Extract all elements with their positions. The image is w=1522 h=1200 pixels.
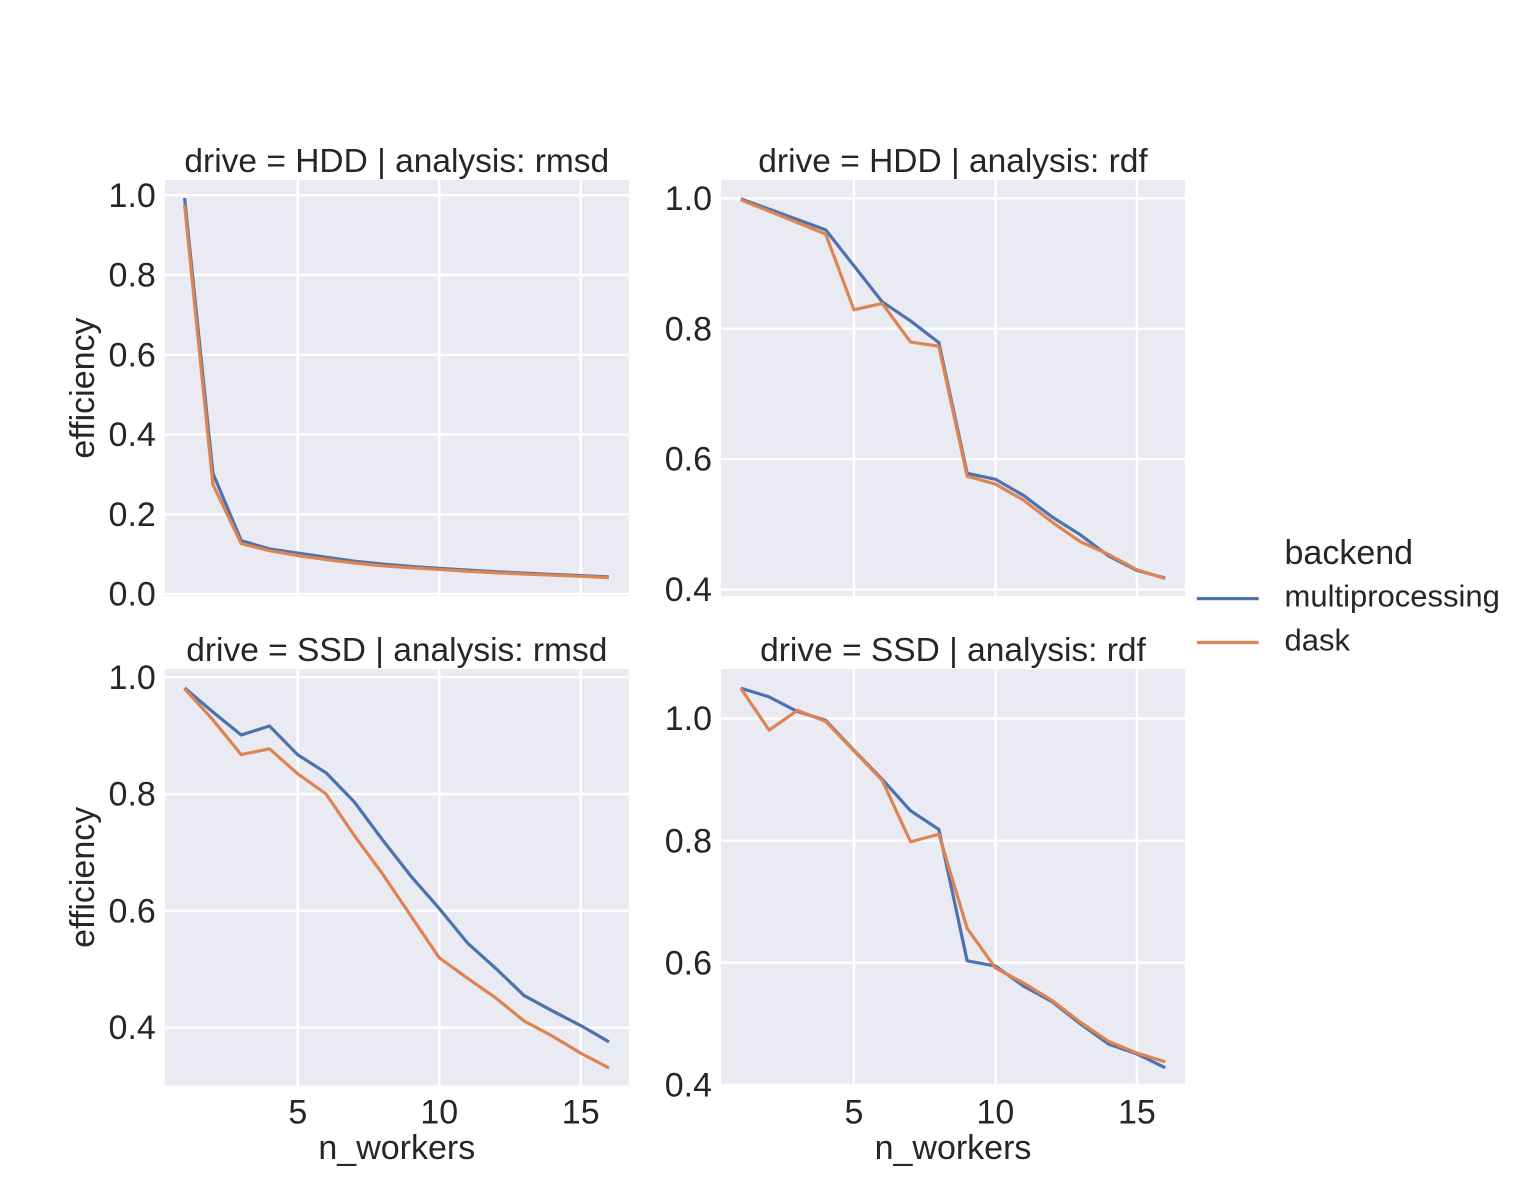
svg-text:15: 15: [1118, 1093, 1156, 1131]
svg-text:0.6: 0.6: [665, 441, 712, 479]
svg-text:5: 5: [845, 1093, 864, 1131]
svg-text:n_workers: n_workers: [318, 1129, 475, 1167]
svg-text:drive = SSD | analysis: rdf: drive = SSD | analysis: rdf: [760, 632, 1146, 669]
svg-text:0.6: 0.6: [109, 892, 156, 930]
svg-text:0.8: 0.8: [665, 822, 712, 860]
svg-text:multiprocessing: multiprocessing: [1285, 579, 1500, 614]
svg-text:0.6: 0.6: [109, 336, 156, 374]
svg-text:10: 10: [420, 1093, 458, 1131]
svg-text:1.0: 1.0: [109, 177, 156, 215]
svg-text:0.4: 0.4: [665, 571, 712, 609]
svg-text:0.4: 0.4: [665, 1066, 712, 1104]
svg-text:15: 15: [562, 1093, 600, 1131]
svg-text:drive = HDD | analysis: rdf: drive = HDD | analysis: rdf: [758, 143, 1148, 180]
svg-text:1.0: 1.0: [109, 659, 156, 697]
svg-text:0.0: 0.0: [109, 576, 156, 614]
svg-text:1.0: 1.0: [665, 180, 712, 218]
svg-text:dask: dask: [1285, 623, 1351, 658]
svg-text:0.6: 0.6: [665, 944, 712, 982]
svg-text:1.0: 1.0: [665, 700, 712, 738]
svg-text:0.8: 0.8: [109, 257, 156, 295]
svg-text:drive = HDD | analysis: rmsd: drive = HDD | analysis: rmsd: [184, 143, 609, 180]
svg-text:5: 5: [288, 1093, 307, 1131]
svg-text:backend: backend: [1285, 534, 1414, 572]
svg-text:n_workers: n_workers: [875, 1129, 1032, 1167]
svg-text:0.4: 0.4: [109, 416, 156, 454]
svg-text:0.4: 0.4: [109, 1009, 156, 1047]
svg-text:0.2: 0.2: [109, 496, 156, 534]
svg-text:0.8: 0.8: [665, 310, 712, 348]
svg-text:efficiency: efficiency: [64, 807, 102, 948]
svg-text:drive = SSD | analysis: rmsd: drive = SSD | analysis: rmsd: [186, 632, 607, 669]
svg-text:0.8: 0.8: [109, 776, 156, 814]
svg-text:10: 10: [977, 1093, 1015, 1131]
svg-text:efficiency: efficiency: [64, 317, 102, 458]
